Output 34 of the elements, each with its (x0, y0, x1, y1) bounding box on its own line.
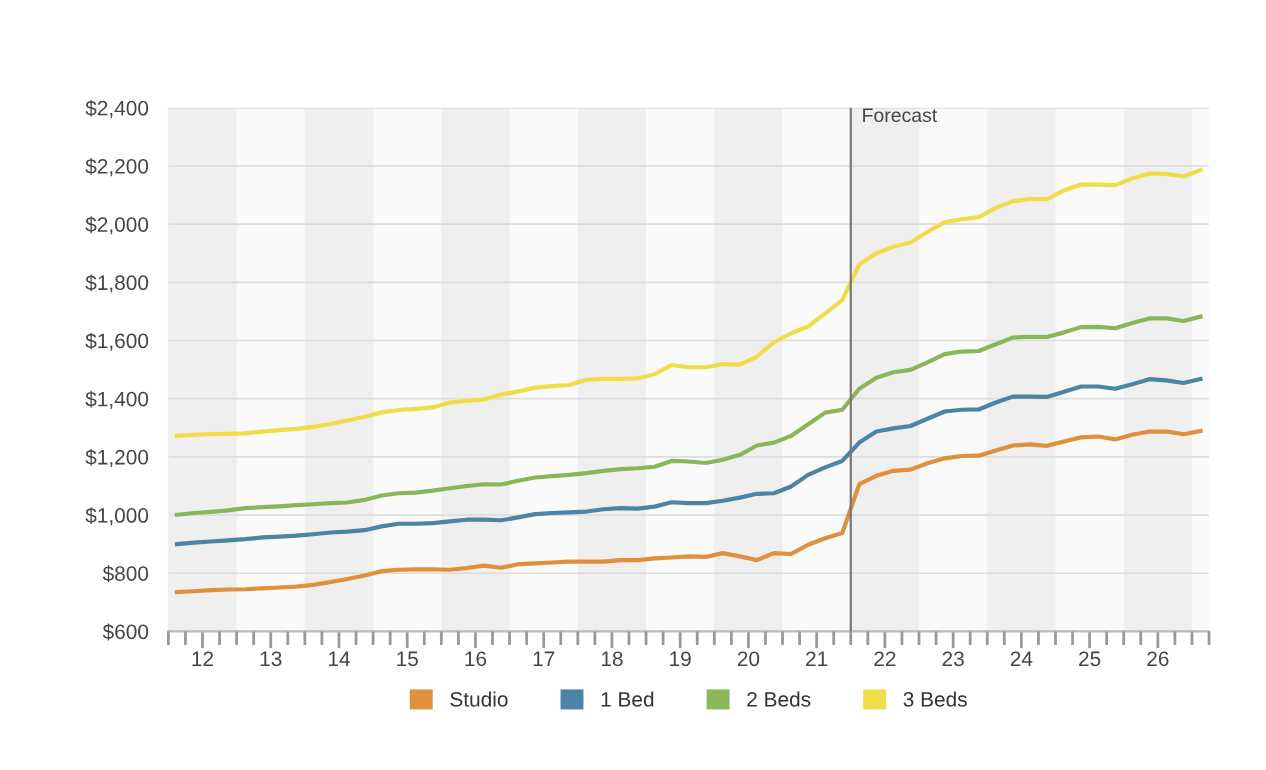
y-tick-label: $1,400 (85, 390, 149, 409)
legend-label: 3 Beds (903, 691, 967, 707)
x-tick-label: 21 (806, 651, 828, 666)
x-tick-label: 12 (192, 651, 214, 666)
x-tick-label: 19 (670, 651, 691, 667)
x-tick-label: 25 (1079, 651, 1101, 667)
x-tick-label: 24 (1010, 651, 1033, 666)
y-tick-label: $1,200 (85, 448, 149, 468)
x-tick-label: 18 (601, 651, 623, 667)
ref-line-label: Forecast (863, 108, 938, 123)
line-series (174, 428, 1203, 595)
x-tick-label: 16 (465, 651, 487, 667)
x-tick-label: 22 (874, 651, 896, 666)
y-tick-label: $600 (102, 623, 149, 641)
x-tick-label: 26 (1147, 651, 1169, 667)
x-tick-label: 17 (533, 651, 555, 666)
x-tick-label: 15 (397, 651, 418, 667)
legend-label: 2 Beds (747, 691, 811, 707)
legend-label: Studio (450, 691, 508, 707)
y-tick-label: $800 (102, 565, 149, 583)
y-tick-label: $2,000 (85, 216, 149, 235)
y-tick-label: $1,600 (85, 332, 149, 351)
y-tick-label: $1,800 (85, 274, 149, 293)
line-series (174, 376, 1203, 547)
x-tick-label: 13 (260, 651, 282, 667)
y-tick-label: $2,400 (85, 99, 149, 119)
x-tick-label: 20 (737, 651, 760, 667)
x-tick-label: 23 (942, 651, 964, 667)
line-series (174, 314, 1203, 517)
y-tick-label: $2,200 (85, 158, 149, 177)
y-tick-label: $1,000 (85, 507, 149, 526)
x-tick-label: 14 (328, 651, 350, 666)
legend-label: 1 Bed (601, 691, 654, 707)
line-series (174, 167, 1203, 439)
